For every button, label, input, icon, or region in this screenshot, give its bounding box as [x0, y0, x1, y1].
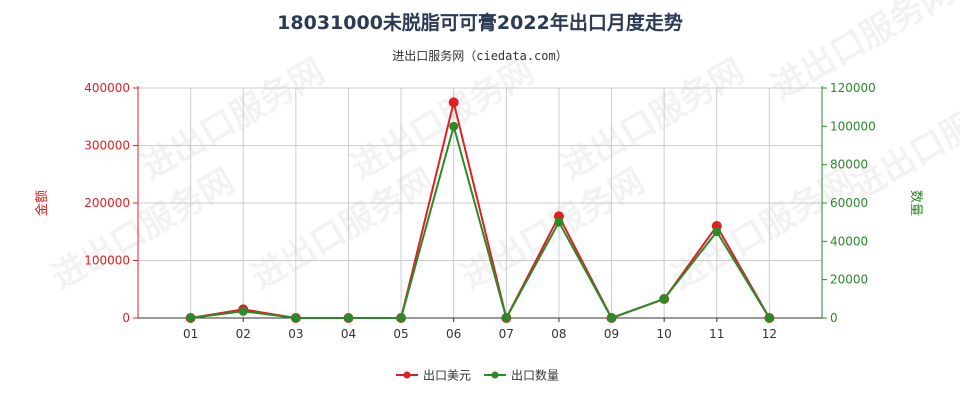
series-2-point: [501, 313, 511, 323]
y-left-tick-label: 400000: [84, 81, 130, 95]
legend-label-1: 出口美元: [423, 369, 471, 383]
series-2-point: [186, 313, 196, 323]
x-tick-label: 01: [183, 327, 198, 341]
chart-title: 18031000未脱脂可可膏2022年出口月度走势: [277, 12, 683, 34]
y-left-tick-label: 0: [122, 311, 130, 325]
series-2-point: [607, 313, 617, 323]
chart-subtitle: 进出口服务网（ciedata.com）: [392, 49, 568, 63]
y-right-tick-label: 80000: [830, 158, 868, 172]
y-right-axis-label: 数量: [908, 190, 923, 216]
series-2-point: [659, 294, 669, 304]
y-left-axis-label: 金额: [34, 190, 50, 216]
legend-marker-2: [491, 371, 499, 379]
y-right-tick-label: 0: [830, 311, 838, 325]
y-left-tick-label: 100000: [84, 254, 130, 268]
x-tick-label: 02: [236, 327, 251, 341]
x-tick-label: 04: [341, 327, 356, 341]
x-tick-label: 10: [657, 327, 672, 341]
series-2-point: [764, 313, 774, 323]
y-left-tick-label: 300000: [84, 139, 130, 153]
series-2-point: [396, 313, 406, 323]
x-tick-label: 08: [551, 327, 566, 341]
y-right-tick-label: 120000: [830, 81, 876, 95]
y-right-tick-label: 60000: [830, 196, 868, 210]
x-tick-label: 07: [499, 327, 514, 341]
series-2-point: [554, 217, 564, 227]
y-right-tick-label: 20000: [830, 273, 868, 287]
x-tick-label: 11: [709, 327, 724, 341]
x-tick-label: 09: [604, 327, 619, 341]
series-2-point: [449, 121, 459, 131]
x-tick-label: 03: [288, 327, 303, 341]
y-left-tick-label: 200000: [84, 196, 130, 210]
watermark-text: 进出口服务网: [555, 51, 752, 188]
series-2-point: [238, 306, 248, 316]
series-2-point: [343, 313, 353, 323]
series-1-point: [448, 97, 459, 108]
y-right-tick-label: 100000: [830, 119, 876, 133]
series-line-2: [190, 122, 771, 321]
series-2-point: [712, 227, 722, 237]
x-tick-label: 06: [446, 327, 461, 341]
legend-marker-1: [403, 371, 411, 379]
legend-label-2: 出口数量: [511, 368, 559, 383]
watermark-text: 进出口服务网: [135, 51, 332, 188]
x-tick-label: 12: [762, 327, 777, 341]
x-tick-label: 05: [393, 327, 408, 341]
series-2-point: [291, 313, 301, 323]
watermark-text: 进出口服务网: [45, 161, 242, 298]
y-right-tick-label: 40000: [830, 234, 868, 248]
